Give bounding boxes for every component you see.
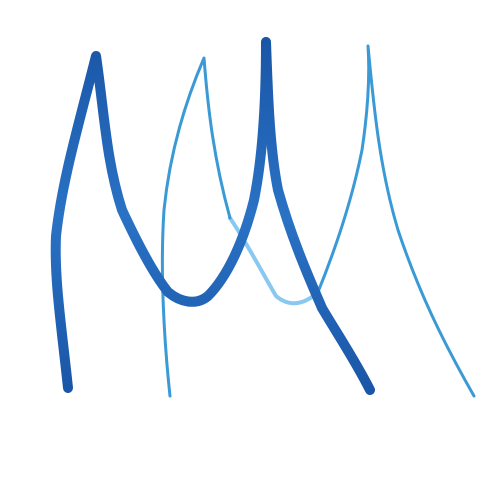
thin-stroke-middle: [160, 56, 232, 398]
thick-stroke-right: [261, 37, 375, 395]
thick-stroke-left: [50, 37, 271, 393]
thin-stroke-right: [316, 44, 476, 398]
